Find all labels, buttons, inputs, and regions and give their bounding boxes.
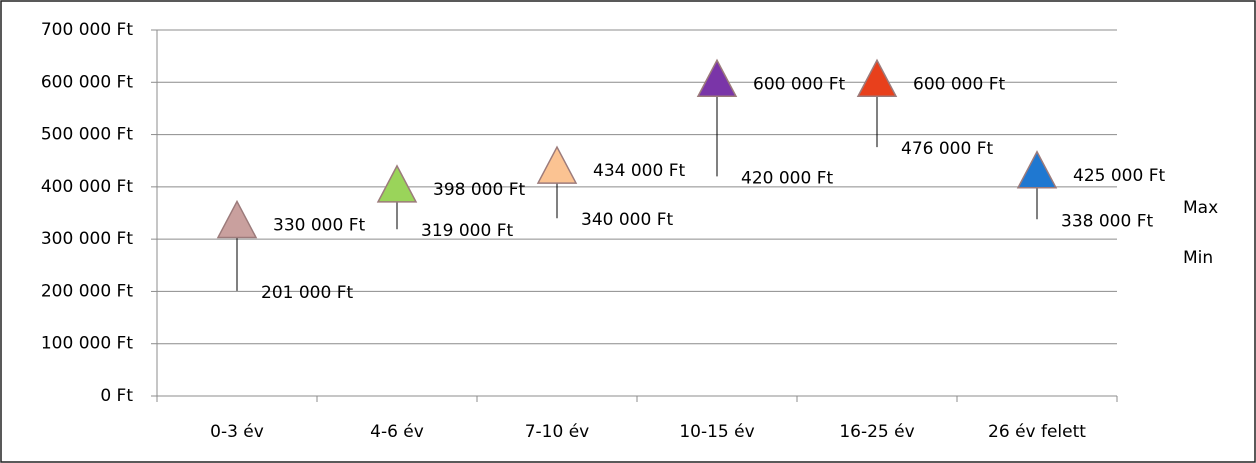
max-marker	[376, 164, 418, 203]
min-label: 476 000 Ft	[901, 139, 993, 159]
max-marker	[216, 199, 258, 239]
y-tick-label: 500 000 Ft	[41, 125, 133, 145]
max-marker	[1016, 150, 1058, 189]
max-marker	[696, 58, 738, 98]
max-label: 434 000 Ft	[593, 161, 685, 181]
y-tick-label: 600 000 Ft	[41, 72, 133, 92]
y-tick-label: 100 000 Ft	[41, 334, 133, 354]
x-tick-label: 26 év felett	[988, 422, 1086, 442]
min-label: 338 000 Ft	[1061, 211, 1153, 231]
min-label: 319 000 Ft	[421, 221, 513, 241]
min-label: 420 000 Ft	[741, 168, 833, 188]
x-tick-label: 4-6 év	[370, 422, 424, 442]
y-tick-label: 300 000 Ft	[41, 229, 133, 249]
max-label: 425 000 Ft	[1073, 166, 1165, 186]
legend-label: Min	[1183, 248, 1213, 268]
max-marker	[536, 145, 578, 184]
max-marker	[856, 58, 898, 98]
max-label: 600 000 Ft	[913, 74, 1005, 94]
min-label: 340 000 Ft	[581, 210, 673, 230]
x-tick-label: 7-10 év	[525, 422, 590, 442]
x-tick-label: 16-25 év	[839, 422, 914, 442]
max-label: 398 000 Ft	[433, 180, 525, 200]
y-tick-label: 700 000 Ft	[41, 20, 133, 40]
min-label: 201 000 Ft	[261, 283, 353, 303]
y-tick-label: 400 000 Ft	[41, 177, 133, 197]
y-tick-label: 0 Ft	[100, 386, 133, 406]
max-label: 600 000 Ft	[753, 74, 845, 94]
x-tick-label: 0-3 év	[210, 422, 264, 442]
max-label: 330 000 Ft	[273, 215, 365, 235]
y-tick-label: 200 000 Ft	[41, 281, 133, 301]
legend-label: Max	[1183, 198, 1218, 218]
x-tick-label: 10-15 év	[679, 422, 754, 442]
